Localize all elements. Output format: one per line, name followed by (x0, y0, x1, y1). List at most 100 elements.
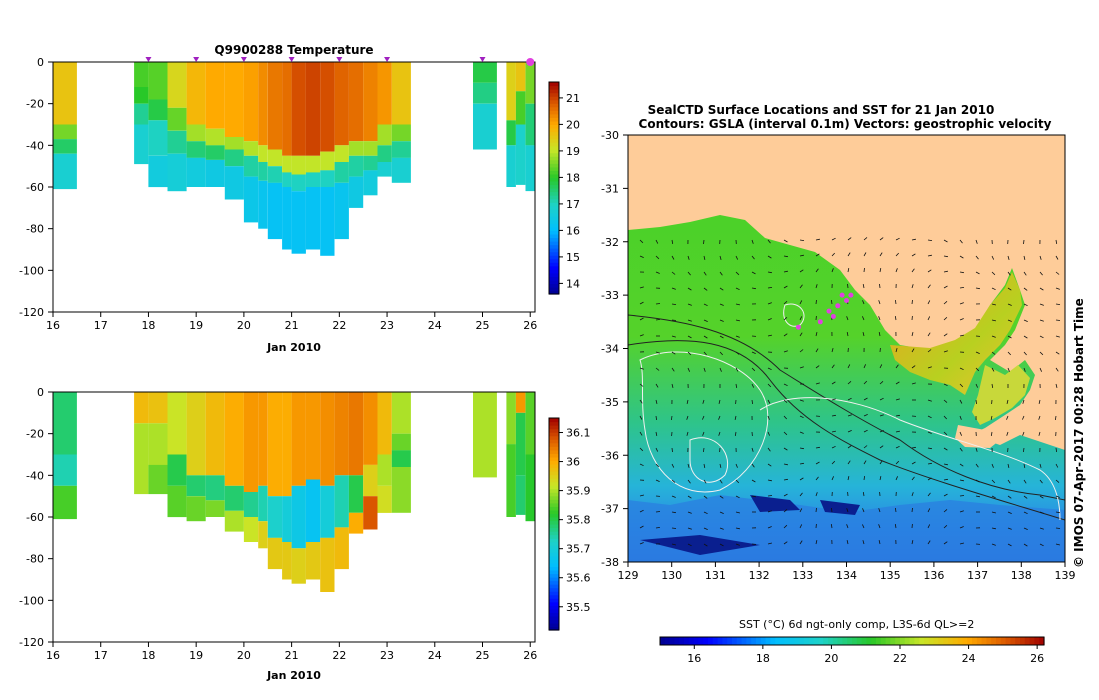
profile-marker (240, 57, 247, 62)
velocity-vector (655, 463, 660, 468)
profile-1-layer-2 (134, 103, 149, 125)
colorbar-segment (549, 478, 559, 483)
velocity-vector (686, 431, 689, 436)
colorbar-segment (549, 545, 559, 550)
profile-11-layer-0 (291, 392, 306, 486)
velocity-vector (959, 431, 962, 436)
velocity-vector (1055, 383, 1058, 388)
colorbar-segment (549, 216, 559, 221)
colorbar-segment (549, 577, 559, 582)
velocity-vector (879, 414, 884, 417)
velocity-vector (703, 543, 708, 547)
velocity-vector (703, 495, 708, 499)
velocity-vector (943, 525, 948, 529)
velocity-vector (703, 335, 708, 339)
colorbar-segment (549, 188, 559, 193)
velocity-vector (639, 383, 644, 387)
velocity-vector (655, 271, 660, 274)
velocity-vector (1055, 543, 1060, 546)
profile-20-layer-2 (506, 145, 516, 187)
profile-14-layer-1 (334, 145, 349, 162)
map-colorbar-segment (693, 637, 699, 645)
profile-0-layer-0 (53, 62, 77, 125)
velocity-vector (943, 463, 948, 466)
colorbar-segment (549, 85, 559, 90)
velocity-vector (1055, 463, 1059, 468)
velocity-vector (783, 415, 787, 420)
velocity-vector (959, 367, 964, 371)
velocity-vector (863, 476, 865, 481)
velocity-vector (1039, 303, 1044, 306)
velocity-vector (799, 477, 804, 481)
velocity-vector (799, 332, 803, 337)
velocity-vector (847, 364, 851, 369)
colorbar-tick-label: 18 (566, 171, 580, 184)
seal-location-marker (817, 319, 823, 325)
profile-3-layer-0 (167, 392, 187, 455)
velocity-vector (639, 317, 644, 321)
profile-17-layer-0 (377, 62, 392, 125)
velocity-vector (879, 237, 884, 241)
velocity-vector (815, 492, 818, 497)
profile-22-layer-0 (525, 62, 535, 104)
map-colorbar-segment (765, 637, 771, 645)
profile-0-layer-1 (53, 124, 77, 140)
profile-7-layer-1 (243, 141, 259, 156)
y-tick-label: -60 (26, 181, 44, 194)
profile-6-layer-0 (224, 62, 244, 137)
x-tick-label: 20 (237, 319, 251, 332)
colorbar-segment (549, 198, 559, 203)
seal-location-marker (844, 298, 849, 303)
velocity-vector (911, 268, 915, 273)
colorbar-segment (549, 152, 559, 157)
velocity-vector (943, 350, 948, 353)
velocity-vector (767, 302, 772, 305)
map-colorbar-segment (741, 637, 747, 645)
velocity-vector (719, 287, 724, 291)
velocity-vector (815, 461, 820, 465)
colorbar-segment (549, 432, 559, 437)
map-colorbar-segment (1015, 637, 1021, 645)
colorbar-segment (549, 113, 559, 118)
velocity-vector (671, 335, 676, 338)
colorbar-segment (549, 255, 559, 260)
profile-17-layer-1 (377, 124, 392, 146)
profile-9-layer-2 (267, 166, 283, 183)
velocity-vector (671, 415, 673, 421)
colorbar-segment (549, 159, 559, 164)
velocity-vector (1007, 463, 1010, 468)
velocity-vector (639, 334, 644, 337)
velocity-vector (846, 332, 849, 337)
velocity-vector (783, 509, 788, 513)
x-tick-label: 22 (332, 649, 346, 662)
colorbar-tick-label: 35.6 (566, 572, 591, 585)
velocity-vector (911, 332, 914, 337)
profile-9-layer-1 (267, 496, 283, 538)
map-colorbar-segment (751, 637, 757, 645)
velocity-vector (687, 367, 690, 372)
profile-2-layer-1 (148, 423, 168, 465)
map-axes: 129 130 131 132 133 134 135 136 137 138 139 -30 -31 -… (601, 129, 1075, 582)
profile-16-layer-2 (363, 155, 378, 171)
velocity-vector (831, 268, 834, 273)
map-colorbar-segment (948, 637, 954, 645)
velocity-vector (895, 430, 900, 433)
velocity-vector (1055, 511, 1060, 514)
gsla-small-contour (783, 303, 805, 327)
velocity-vector (735, 383, 738, 388)
velocity-vector (879, 397, 884, 401)
velocity-vector (671, 287, 676, 290)
velocity-vector (862, 316, 865, 321)
velocity-vector (655, 527, 660, 529)
profile-13-layer-0 (320, 392, 335, 486)
velocity-vector (799, 462, 804, 465)
map-y-tick-label: -34 (601, 343, 619, 356)
velocity-vector (927, 316, 931, 321)
profile-14-layer-1 (334, 475, 349, 528)
seal-ctd-locations (795, 292, 854, 330)
velocity-vector (703, 527, 708, 530)
colorbar-segment (549, 142, 559, 147)
velocity-vector (687, 303, 692, 306)
velocity-vector (703, 271, 707, 276)
map-colorbar-segment (698, 637, 704, 645)
